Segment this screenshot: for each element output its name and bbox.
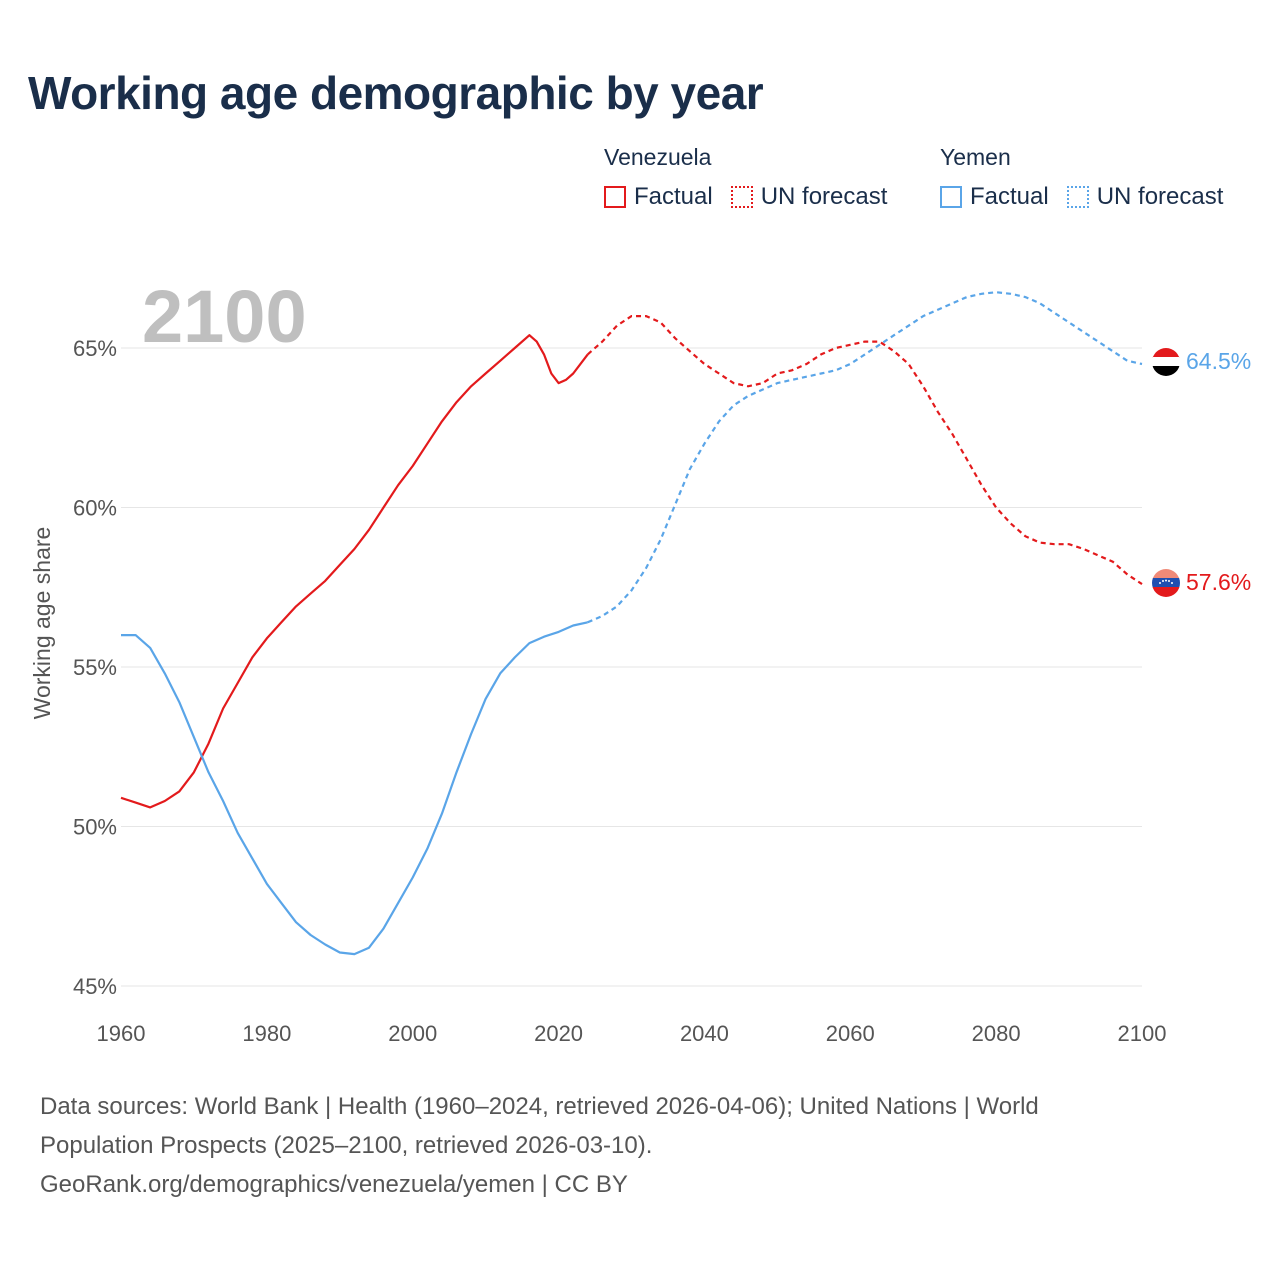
- legend-swatch-solid-icon: [604, 186, 626, 208]
- yemen-factual-line[interactable]: [121, 621, 588, 956]
- venezuela-end-label: 57.6%: [1186, 569, 1251, 595]
- venezuela-forecast-line[interactable]: [586, 315, 1143, 586]
- legend-swatch-solid-icon: [940, 186, 962, 208]
- legend-yemen-factual[interactable]: Factual: [940, 183, 1049, 211]
- yemen-forecast-line[interactable]: [587, 291, 1143, 624]
- y-tick-label: 60%: [73, 496, 117, 521]
- line-chart: 45% 50% 55% 60% 65% 1960 1980 2000 2020 2040 2060 2…: [29, 275, 1251, 1046]
- legend-venezuela-factual[interactable]: Factual: [604, 183, 713, 211]
- legend-label: Factual: [634, 183, 713, 210]
- legend-yemen-title: Yemen: [940, 144, 1011, 170]
- footer: Data sources: World Bank | Health (1960–…: [40, 1087, 1240, 1204]
- y-tick-label: 55%: [73, 655, 117, 680]
- footer-sources-line-2: Population Prospects (2025–2100, retriev…: [40, 1132, 653, 1159]
- footer-sources-line-1: Data sources: World Bank | Health (1960–…: [40, 1093, 1039, 1120]
- x-tick-label: 2000: [388, 1021, 437, 1046]
- y-tick-label: 50%: [73, 815, 117, 840]
- x-tick-label: 2100: [1118, 1021, 1167, 1046]
- yemen-end-label: 64.5%: [1186, 348, 1251, 374]
- x-tick-label: 1980: [242, 1021, 291, 1046]
- x-tick-label: 2040: [680, 1021, 729, 1046]
- x-tick-label: 1960: [97, 1021, 146, 1046]
- legend-venezuela: Venezuela Factual UN forecast: [604, 144, 905, 211]
- legend-label: UN forecast: [1096, 183, 1224, 210]
- legend-label: Factual: [970, 183, 1049, 210]
- legend-label: UN forecast: [760, 183, 888, 210]
- y-axis-label: Working age share: [29, 527, 55, 720]
- footer-attribution[interactable]: GeoRank.org/demographics/venezuela/yemen…: [40, 1171, 628, 1198]
- venezuela-factual-line[interactable]: [120, 334, 589, 809]
- y-tick-label: 65%: [73, 336, 117, 361]
- venezuela-flag-icon: [1152, 569, 1180, 597]
- year-watermark: 2100: [142, 275, 307, 358]
- legend-venezuela-forecast[interactable]: UN forecast: [730, 183, 888, 211]
- x-tick-label: 2080: [972, 1021, 1021, 1046]
- legend-swatch-dotted-icon: [730, 186, 753, 208]
- chart-title: Working age demographic by year: [28, 67, 764, 119]
- x-tick-label: 2020: [534, 1021, 583, 1046]
- legend-venezuela-title: Venezuela: [604, 144, 712, 170]
- yemen-flag-icon: [1152, 348, 1180, 376]
- legend-swatch-dotted-icon: [1066, 186, 1089, 208]
- legend-yemen-forecast[interactable]: UN forecast: [1066, 183, 1224, 211]
- y-tick-label: 45%: [73, 974, 117, 999]
- x-tick-label: 2060: [826, 1021, 875, 1046]
- legend-yemen: Yemen Factual UN forecast: [940, 144, 1223, 211]
